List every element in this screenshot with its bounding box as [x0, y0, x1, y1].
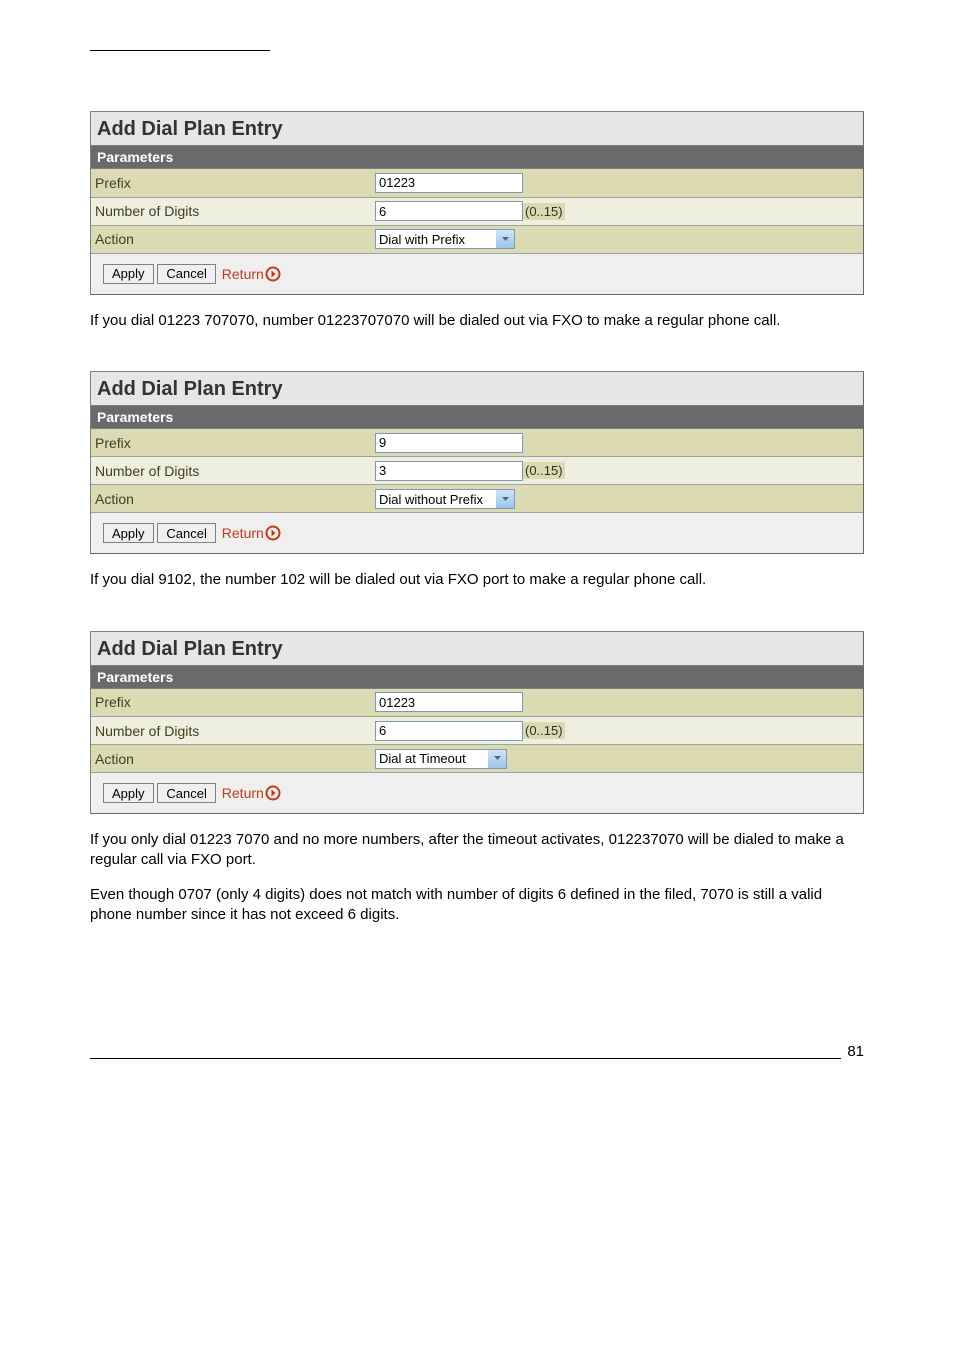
chevron-down-icon [488, 750, 506, 768]
panel-title: Add Dial Plan Entry [91, 112, 863, 146]
parameters-table: Prefix Number of Digits (0..15) Action D… [91, 689, 863, 774]
action-select[interactable]: Dial without Prefix [375, 489, 515, 509]
panel-title: Add Dial Plan Entry [91, 632, 863, 666]
digits-input[interactable] [375, 721, 523, 741]
return-arrow-icon [265, 525, 281, 541]
body-text-3: If you only dial 01223 7070 and no more … [90, 830, 864, 871]
action-label: Action [91, 225, 371, 253]
action-label: Action [91, 745, 371, 773]
digits-hint: (0..15) [523, 203, 565, 220]
button-row: Apply Cancel Return [91, 513, 863, 553]
prefix-input[interactable] [375, 433, 523, 453]
prefix-label: Prefix [91, 429, 371, 457]
body-text-2: If you dial 9102, the number 102 will be… [90, 570, 864, 590]
dial-plan-panel-2: Add Dial Plan Entry Parameters Prefix Nu… [90, 371, 864, 555]
cancel-button[interactable]: Cancel [157, 523, 215, 543]
return-label: Return [222, 785, 264, 801]
parameters-table: Prefix Number of Digits (0..15) Action D… [91, 429, 863, 514]
digits-hint: (0..15) [523, 722, 565, 739]
body-text-4: Even though 0707 (only 4 digits) does no… [90, 885, 864, 926]
chevron-down-icon [496, 230, 514, 248]
action-select-value: Dial at Timeout [376, 750, 488, 767]
action-select[interactable]: Dial at Timeout [375, 749, 507, 769]
return-arrow-icon [265, 785, 281, 801]
return-label: Return [222, 525, 264, 541]
action-select[interactable]: Dial with Prefix [375, 229, 515, 249]
return-link[interactable]: Return [222, 266, 281, 282]
apply-button[interactable]: Apply [103, 783, 154, 803]
page-footer: 81 [90, 1045, 864, 1059]
action-select-value: Dial with Prefix [376, 231, 496, 248]
digits-hint: (0..15) [523, 462, 565, 479]
prefix-label: Prefix [91, 169, 371, 197]
dial-plan-panel-3: Add Dial Plan Entry Parameters Prefix Nu… [90, 631, 864, 815]
action-label: Action [91, 485, 371, 513]
top-divider [90, 50, 270, 51]
digits-label: Number of Digits [91, 717, 371, 745]
action-select-value: Dial without Prefix [376, 491, 496, 508]
body-text-1: If you dial 01223 707070, number 0122370… [90, 311, 864, 331]
digits-label: Number of Digits [91, 197, 371, 225]
panel-title: Add Dial Plan Entry [91, 372, 863, 406]
page-number: 81 [841, 1043, 864, 1060]
button-row: Apply Cancel Return [91, 773, 863, 813]
apply-button[interactable]: Apply [103, 264, 154, 284]
chevron-down-icon [496, 490, 514, 508]
digits-input[interactable] [375, 461, 523, 481]
prefix-input[interactable] [375, 692, 523, 712]
parameters-header: Parameters [91, 146, 863, 169]
cancel-button[interactable]: Cancel [157, 264, 215, 284]
return-arrow-icon [265, 266, 281, 282]
digits-input[interactable] [375, 201, 523, 221]
prefix-input[interactable] [375, 173, 523, 193]
cancel-button[interactable]: Cancel [157, 783, 215, 803]
parameters-header: Parameters [91, 666, 863, 689]
return-link[interactable]: Return [222, 785, 281, 801]
return-link[interactable]: Return [222, 525, 281, 541]
prefix-label: Prefix [91, 689, 371, 717]
parameters-table: Prefix Number of Digits (0..15) Action D… [91, 169, 863, 254]
digits-label: Number of Digits [91, 457, 371, 485]
parameters-header: Parameters [91, 406, 863, 429]
apply-button[interactable]: Apply [103, 523, 154, 543]
button-row: Apply Cancel Return [91, 254, 863, 294]
dial-plan-panel-1: Add Dial Plan Entry Parameters Prefix Nu… [90, 111, 864, 295]
return-label: Return [222, 266, 264, 282]
